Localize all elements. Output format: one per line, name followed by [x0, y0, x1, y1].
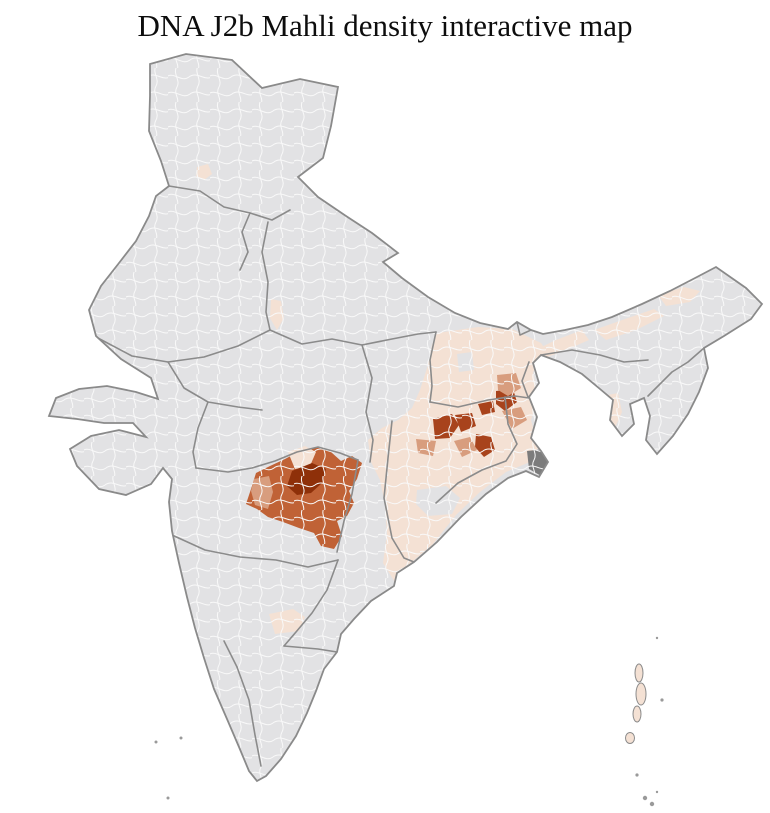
- andaman-islands-region[interactable]: [625, 663, 647, 744]
- state-boundaries: [95, 185, 705, 767]
- nicobar-islands: [635, 636, 664, 807]
- page-title: DNA J2b Mahli density interactive map: [137, 8, 633, 43]
- lakshadweep-islands: [154, 736, 183, 800]
